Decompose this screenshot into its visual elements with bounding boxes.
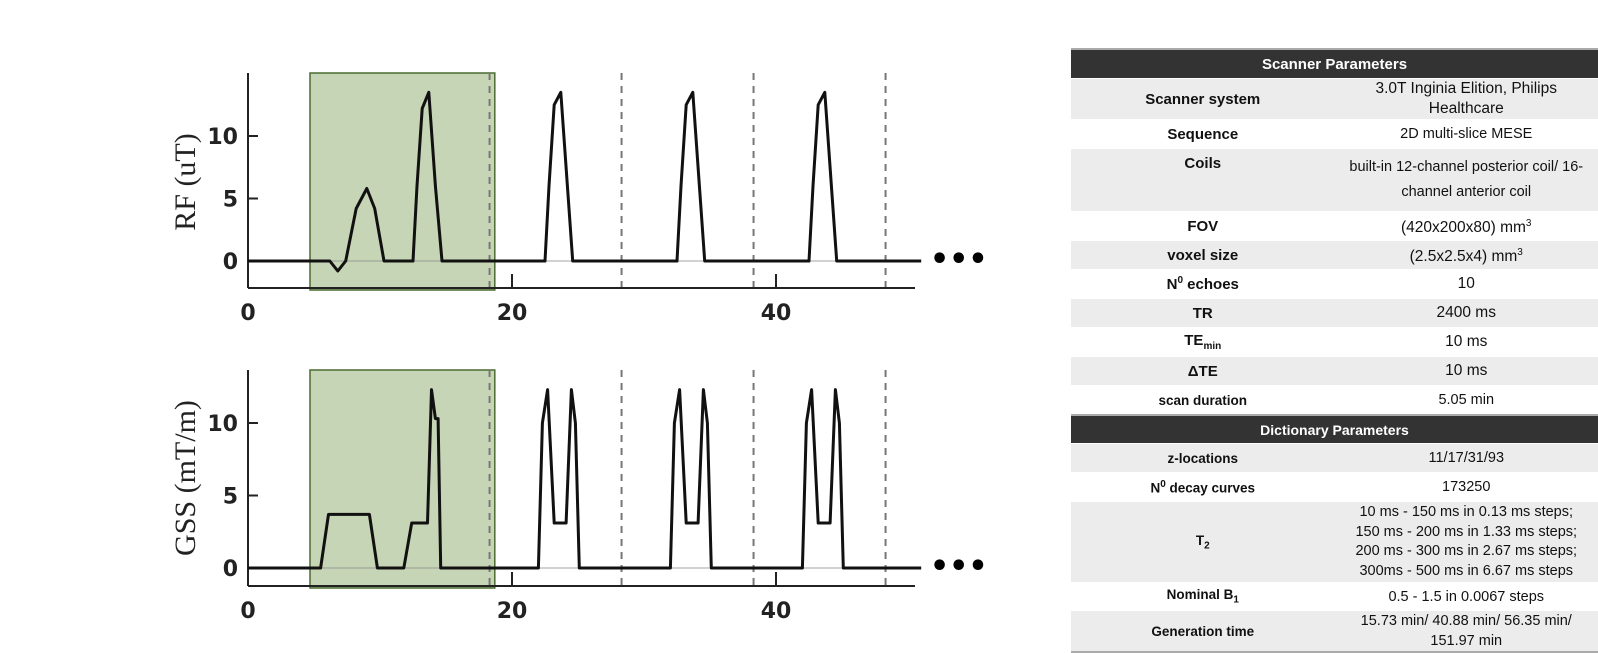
y-tick-label: 5 [223, 485, 238, 510]
param-key: TEmin [1071, 328, 1335, 357]
param-value: 2D multi-slice MESE [1335, 120, 1598, 149]
param-row: z-locations 11/17/31/93 [1071, 444, 1598, 473]
y-tick-label: 0 [223, 250, 238, 275]
t2-range-line: 300ms - 500 ms in 6.67 ms steps [1339, 562, 1595, 582]
x-tick-label: 0 [240, 301, 255, 326]
param-key: ΔTE [1071, 357, 1335, 386]
param-key: FOV [1071, 212, 1335, 241]
param-row: TEmin 10 ms [1071, 328, 1598, 357]
t2-range-line: 10 ms - 150 ms in 0.13 ms steps; [1339, 503, 1595, 523]
param-row: scan duration 5.05 min [1071, 386, 1598, 416]
param-key: z-locations [1071, 444, 1335, 473]
param-value: 3.0T Inginia Elition, Philips Healthcare [1335, 79, 1598, 120]
param-key: Generation time [1071, 611, 1335, 653]
param-value: (420x200x80) mm3 [1335, 212, 1598, 241]
param-value: 15.73 min/ 40.88 min/ 56.35 min/ 151.97 … [1335, 611, 1598, 653]
param-row: T2 10 ms - 150 ms in 0.13 ms steps; 150 … [1071, 502, 1598, 583]
param-value: 10 ms [1335, 357, 1598, 386]
y-axis-label: GSS (mT/m) [169, 400, 202, 556]
highlight-region [310, 370, 495, 588]
param-row: TR 2400 ms [1071, 299, 1598, 328]
param-value: 0.5 - 1.5 in 0.0067 steps [1335, 583, 1598, 611]
x-tick-label: 20 [497, 301, 528, 326]
param-key: scan duration [1071, 386, 1335, 416]
param-row: N0 echoes 10 [1071, 270, 1598, 299]
y-tick-label: 0 [223, 557, 238, 582]
param-key: Nominal B1 [1071, 583, 1335, 611]
continuation-dots: ••• [930, 242, 988, 277]
param-row: Scanner system 3.0T Inginia Elition, Phi… [1071, 79, 1598, 120]
param-key: N0 echoes [1071, 270, 1335, 299]
param-value: 10 ms - 150 ms in 0.13 ms steps; 150 ms … [1335, 502, 1598, 583]
param-value: 11/17/31/93 [1335, 444, 1598, 473]
param-key: Coils [1071, 149, 1335, 212]
param-value: 5.05 min [1335, 386, 1598, 416]
continuation-dots: ••• [930, 549, 988, 584]
param-value: (2.5x2.5x4) mm3 [1335, 241, 1598, 270]
y-axis-label: RF (uT) [169, 133, 202, 231]
param-row: Sequence 2D multi-slice MESE [1071, 120, 1598, 149]
param-row: Nominal B1 0.5 - 1.5 in 0.0067 steps [1071, 583, 1598, 611]
param-value: 10 ms [1335, 328, 1598, 357]
param-value: 173250 [1335, 473, 1598, 502]
x-tick-label: 40 [761, 599, 792, 624]
y-tick-label: 10 [207, 412, 238, 437]
x-tick-label: 20 [497, 599, 528, 624]
param-value: 2400 ms [1335, 299, 1598, 328]
param-key: T2 [1071, 502, 1335, 583]
param-row: Coils built-in 12-channel posterior coil… [1071, 149, 1598, 212]
param-key: voxel size [1071, 241, 1335, 270]
t2-range-line: 200 ms - 300 ms in 2.67 ms steps; [1339, 542, 1595, 562]
t2-range-line: 150 ms - 200 ms in 1.33 ms steps; [1339, 523, 1595, 543]
parameters-table: Scanner Parameters Scanner system 3.0T I… [1071, 48, 1598, 653]
y-tick-label: 10 [207, 125, 238, 150]
y-tick-label: 5 [223, 188, 238, 213]
param-key: N0 decay curves [1071, 473, 1335, 502]
param-key: TR [1071, 299, 1335, 328]
param-value: 10 [1335, 270, 1598, 299]
dictionary-parameters-header: Dictionary Parameters [1071, 415, 1598, 444]
x-tick-label: 40 [761, 301, 792, 326]
param-row: N0 decay curves 173250 [1071, 473, 1598, 502]
param-key: Scanner system [1071, 79, 1335, 120]
dictionary-parameters-title: Dictionary Parameters [1071, 415, 1598, 444]
param-row: voxel size (2.5x2.5x4) mm3 [1071, 241, 1598, 270]
highlight-region [310, 73, 495, 290]
param-row: FOV (420x200x80) mm3 [1071, 212, 1598, 241]
param-row: ΔTE 10 ms [1071, 357, 1598, 386]
param-key: Sequence [1071, 120, 1335, 149]
param-row: Generation time 15.73 min/ 40.88 min/ 56… [1071, 611, 1598, 653]
scanner-parameters-title: Scanner Parameters [1071, 49, 1598, 79]
param-value: built-in 12-channel posterior coil/ 16-c… [1335, 149, 1598, 212]
x-tick-label: 0 [240, 599, 255, 624]
scanner-parameters-header: Scanner Parameters [1071, 49, 1598, 79]
